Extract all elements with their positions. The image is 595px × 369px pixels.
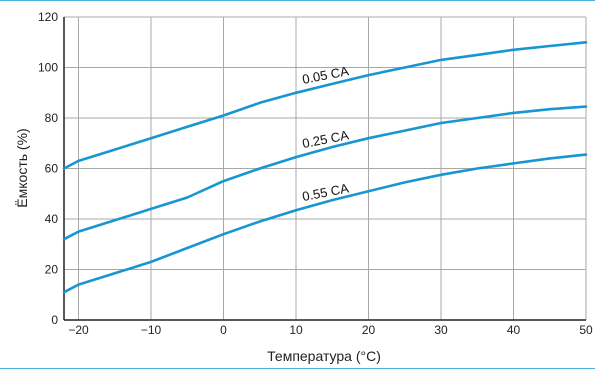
grid-lines [64,16,587,321]
series-lines [62,40,588,294]
x-tick-labels: −20 −10 0 10 20 30 40 50 [68,323,593,337]
series-label: 0.05 CA [301,63,350,87]
series-label: 0.25 CA [301,127,350,151]
y-axis-title: Ёмкость (%) [14,128,30,207]
series-line [62,105,588,241]
x-tick-label: 10 [289,323,303,337]
y-tick-label: 40 [45,212,59,226]
x-tick-label: −10 [141,323,162,337]
series-labels: 0.05 CA 0.25 CA 0.55 CA [301,63,350,204]
top-rule [0,0,595,1]
y-tick-labels: 0 20 40 60 80 100 120 [38,10,58,327]
y-tick-label: 80 [45,111,59,125]
x-tick-label: 0 [220,323,227,337]
x-axis-title: Температура (°C) [267,348,381,364]
y-tick-label: 20 [45,263,59,277]
x-tick-label: 20 [362,323,376,337]
y-tick-label: 120 [38,10,58,24]
series-label: 0.55 CA [301,180,350,204]
y-tick-label: 60 [45,162,59,176]
x-tick-label: −20 [68,323,89,337]
x-tick-label: 40 [507,323,521,337]
series-line [62,153,588,294]
y-tick-label: 100 [38,61,58,75]
x-tick-label: 50 [579,323,593,337]
series-line [62,40,588,170]
y-tick-label: 0 [51,313,58,327]
x-tick-label: 30 [434,323,448,337]
